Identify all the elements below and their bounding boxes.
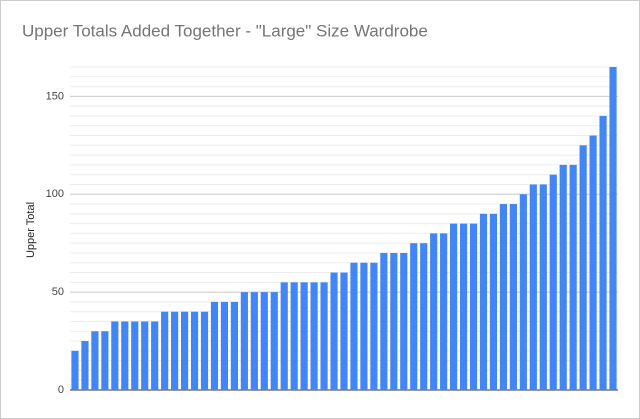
bar — [81, 341, 89, 390]
bar — [171, 311, 179, 390]
bar — [599, 115, 607, 390]
bar — [91, 331, 99, 390]
bar — [250, 292, 258, 390]
bar — [579, 145, 587, 390]
bar — [469, 223, 478, 390]
bar — [240, 292, 248, 390]
bar — [450, 223, 458, 390]
bar — [260, 292, 268, 390]
bar — [519, 194, 527, 390]
y-tick-label: 150 — [46, 90, 64, 102]
y-axis-label: Upper Total — [25, 202, 37, 258]
bar — [190, 311, 199, 390]
bar — [609, 67, 617, 390]
bar — [111, 321, 119, 390]
bar — [320, 282, 328, 390]
bar — [101, 331, 109, 390]
bar — [220, 301, 229, 390]
bar — [499, 204, 508, 390]
bar — [121, 321, 129, 390]
bar — [350, 262, 358, 390]
bar — [549, 174, 557, 390]
bar — [210, 301, 219, 390]
bar — [489, 213, 498, 390]
bar — [310, 282, 318, 390]
bar — [340, 272, 348, 390]
bar — [300, 282, 308, 390]
bar — [180, 311, 189, 390]
y-tick-label: 0 — [58, 384, 64, 396]
bar — [390, 252, 398, 390]
bar — [559, 164, 567, 390]
bar — [290, 282, 298, 390]
bar — [200, 311, 209, 390]
chart-title: Upper Totals Added Together - "Large" Si… — [22, 21, 428, 40]
bar — [430, 233, 438, 390]
bar — [270, 292, 278, 390]
bar — [479, 213, 488, 390]
bar — [589, 135, 597, 390]
bar — [370, 262, 378, 390]
bar — [380, 252, 388, 390]
y-tick-label: 100 — [46, 188, 64, 200]
bar — [360, 262, 368, 390]
bar — [509, 204, 517, 390]
bar — [151, 321, 159, 390]
bar — [420, 243, 428, 390]
bar — [161, 311, 169, 390]
bar — [141, 321, 149, 390]
bar — [539, 184, 547, 390]
bar — [131, 321, 139, 390]
bar — [71, 350, 79, 390]
bar — [230, 301, 238, 390]
bar — [459, 223, 468, 390]
bar — [440, 233, 448, 390]
bar — [330, 272, 338, 390]
bar — [400, 252, 408, 390]
bar — [529, 184, 537, 390]
bar — [410, 243, 418, 390]
y-tick-label: 50 — [52, 286, 64, 298]
bar — [280, 282, 288, 390]
bar — [569, 164, 577, 390]
